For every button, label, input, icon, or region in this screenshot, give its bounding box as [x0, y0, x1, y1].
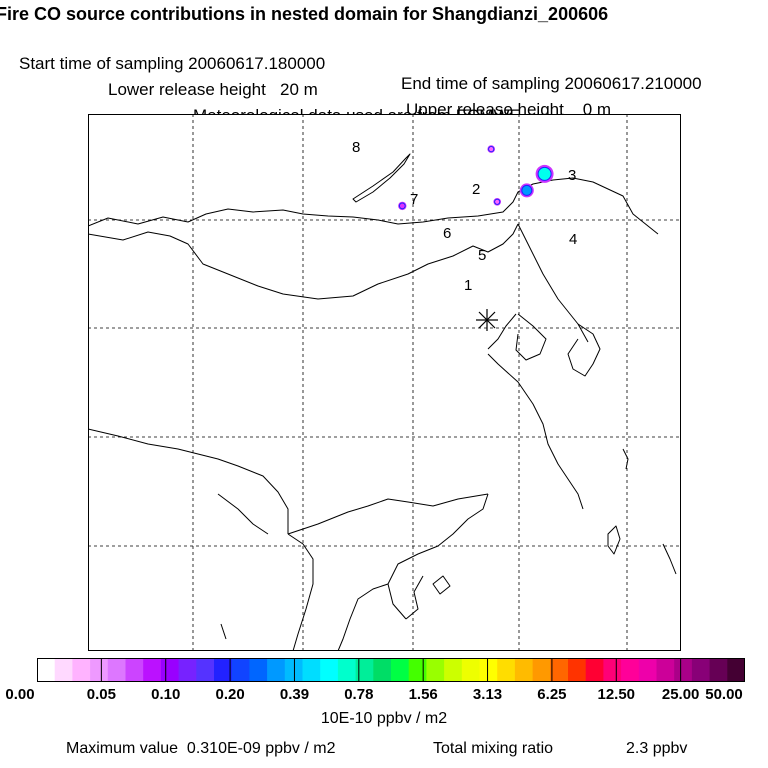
colorbar-cell — [709, 658, 728, 682]
plume-marker — [535, 164, 554, 183]
colorbar-cell — [302, 658, 321, 682]
region-label: 1 — [464, 277, 472, 294]
colorbar-tick-label: 12.50 — [597, 686, 636, 703]
plume-marker — [487, 145, 496, 153]
plume-marker — [519, 183, 534, 198]
colorbar-cell — [178, 658, 197, 682]
colorbar-cell — [90, 658, 109, 682]
colorbar-cell — [727, 658, 745, 682]
colorbar-cell — [391, 658, 410, 682]
colorbar-cell — [408, 658, 427, 682]
maximum-value-label: Maximum value 0.310E-09 ppbv / m2 — [66, 740, 336, 757]
colorbar-cell — [107, 658, 126, 682]
colorbar-tick-label: 6.25 — [537, 686, 567, 703]
colorbar-units: 10E-10 ppbv / m2 — [320, 710, 448, 727]
colorbar-tick-label: 0.78 — [344, 686, 374, 703]
region-label: 2 — [472, 181, 480, 198]
colorbar-tick-label: 25.00 — [661, 686, 700, 703]
colorbar-cell — [267, 658, 286, 682]
colorbar-tick-label: 0.39 — [279, 686, 310, 703]
colorbar-tick-label: 1.56 — [408, 686, 438, 703]
colorbar-cell — [214, 658, 233, 682]
colorbar-cell — [532, 658, 551, 682]
colorbar-tick-label: 50.00 — [705, 686, 743, 703]
colorbar-cell — [444, 658, 463, 682]
total-mixing-label: Total mixing ratio — [433, 740, 554, 757]
colorbar-cell — [603, 658, 622, 682]
colorbar-cell — [568, 658, 587, 682]
region-label: 5 — [478, 247, 486, 264]
colorbar-cell — [497, 658, 516, 682]
colorbar-cell — [72, 658, 91, 682]
colorbar-cell — [143, 658, 162, 682]
region-label: 4 — [569, 231, 577, 248]
colorbar-tick-label: 0.20 — [215, 686, 245, 703]
plume-marker — [398, 201, 407, 211]
region-label: 3 — [568, 167, 576, 184]
coastlines-borders — [88, 153, 677, 651]
map-title: Fire CO source contributions in nested d… — [0, 4, 609, 24]
colorbar-tick-label: 0.00 — [5, 686, 35, 703]
colorbar-cell — [320, 658, 339, 682]
colorbar-cell — [621, 658, 640, 682]
plume-marker — [493, 198, 502, 206]
region-label: 6 — [443, 225, 451, 242]
colorbar-cell — [461, 658, 480, 682]
colorbar-cell — [426, 658, 445, 682]
end-time-label: End time of sampling 20060617.210000 — [401, 74, 702, 93]
colorbar-cell — [585, 658, 604, 682]
colorbar-cell — [54, 658, 73, 682]
map-panel: 8 7 2 3 6 5 4 1 — [88, 114, 681, 651]
colorbar-cell — [196, 658, 215, 682]
colorbar-cell — [160, 658, 180, 682]
colorbar-cell — [355, 658, 374, 682]
colorbar-cell — [231, 658, 250, 682]
region-label: 8 — [352, 139, 360, 156]
colorbar-cell — [37, 658, 56, 682]
colorbar-cell — [125, 658, 144, 682]
region-label: 7 — [410, 191, 418, 208]
colorbar — [37, 658, 745, 682]
colorbar-cell — [691, 658, 711, 682]
colorbar-tick-label: 3.13 — [472, 686, 503, 703]
start-time-label: Start time of sampling 20060617.180000 — [19, 54, 326, 73]
map-frame — [88, 114, 681, 651]
colorbar-tick-label: 0.05 — [86, 686, 116, 703]
colorbar-cell — [284, 658, 303, 682]
grid-lines — [88, 114, 681, 651]
lower-release-label: Lower release height 20 m — [108, 80, 318, 99]
colorbar-cell — [638, 658, 657, 682]
receptor-marker — [476, 309, 498, 331]
colorbar-tick-label: 0.10 — [151, 686, 181, 703]
plume-markers — [398, 145, 554, 211]
colorbar-cell — [373, 658, 392, 682]
colorbar-cell — [337, 658, 357, 682]
total-mixing-value: 2.3 ppbv — [626, 740, 688, 757]
colorbar-cell — [656, 658, 675, 682]
colorbar-cell — [479, 658, 498, 682]
region-labels: 8 7 2 3 6 5 4 1 — [352, 139, 577, 294]
colorbar-cell — [674, 658, 693, 682]
colorbar-cell — [514, 658, 534, 682]
sampling-times-row: Start time of sampling 20060617.180000 E… — [0, 34, 768, 94]
colorbar-cell — [550, 658, 569, 682]
colorbar-cell — [249, 658, 268, 682]
